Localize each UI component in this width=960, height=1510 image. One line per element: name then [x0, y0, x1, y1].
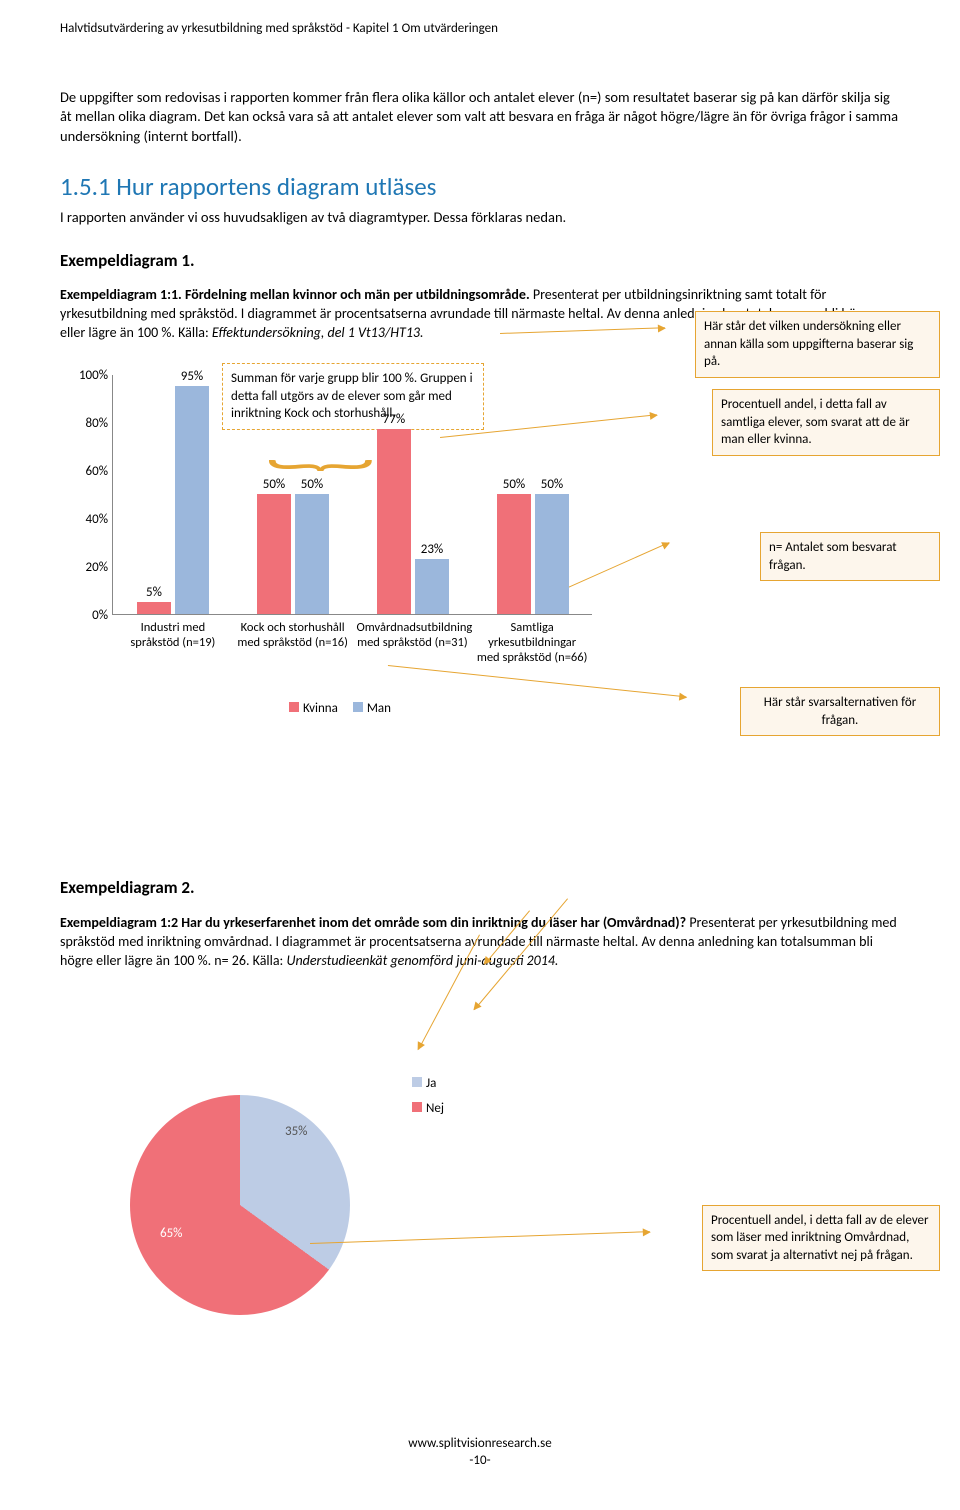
caption-source: Understudieenkät genomförd juni-augusti … [286, 952, 558, 969]
bar-value-label: 50% [257, 476, 291, 494]
bar-value-label: 95% [175, 368, 209, 386]
example1-chart-region: Här står det vilken undersökning eller a… [60, 347, 900, 777]
callout-n: n= Antalet som besvarat frågan. [760, 532, 940, 581]
bar-value-label: 23% [415, 541, 449, 559]
bar: 50% [257, 494, 291, 614]
bar-value-label: 77% [377, 411, 411, 429]
example2-title: Exempeldiagram 2. [60, 877, 900, 900]
bar-value-label: 50% [535, 476, 569, 494]
legend-swatch [412, 1077, 422, 1087]
ytick: 60% [64, 462, 108, 480]
section-intro: I rapporten använder vi oss huvudsaklige… [60, 208, 900, 228]
caption-bold: Exempeldiagram 1:1. Fördelning mellan kv… [60, 286, 530, 303]
ytick: 100% [64, 366, 108, 384]
arrow-pie-callout [310, 1231, 650, 1244]
plot-area: Industri med språkstöd (n=19) Kock och s… [112, 375, 592, 615]
legend-swatch [289, 702, 299, 712]
page-footer: www.splitvisionresearch.se -10- [60, 1435, 900, 1470]
bar-value-label: 5% [137, 584, 171, 602]
callout-pie-percent: Procentuell andel, i detta fall av de el… [702, 1205, 940, 1272]
bar: 50% [497, 494, 531, 614]
caption-bold: Exempeldiagram 1:2 Har du yrkeserfarenhe… [60, 914, 686, 931]
bar-legend: Kvinna Man [64, 700, 604, 718]
legend-label: Nej [426, 1101, 444, 1116]
bar-value-label: 50% [295, 476, 329, 494]
footer-page: -10- [469, 1453, 490, 1468]
bar-value-label: 50% [497, 476, 531, 494]
bar: 50% [535, 494, 569, 614]
bar: 77% [377, 429, 411, 614]
xlabel: Omvårdnadsutbildning med språkstöd (n=31… [353, 614, 473, 650]
legend-label: Ja [426, 1076, 436, 1091]
example1-title: Exempeldiagram 1. [60, 250, 900, 273]
xlabel: Samtliga yrkesutbildningar med språkstöd… [472, 614, 592, 665]
pie-wrap: 35% 65% [130, 1095, 350, 1315]
legend-label: Man [367, 701, 391, 716]
pie-slice-label: 65% [160, 1225, 182, 1243]
intro-paragraph: De uppgifter som redovisas i rapporten k… [60, 88, 900, 147]
bar: 5% [137, 602, 171, 614]
xlabel: Kock och storhushåll med språkstöd (n=16… [233, 614, 353, 650]
callout-source: Här står det vilken undersökning eller a… [695, 311, 940, 378]
example2-chart-region: 35% 65% Ja Nej Procentuell andel, i dett… [60, 975, 900, 1375]
footer-url: www.splitvisionresearch.se [408, 1436, 551, 1451]
ytick: 40% [64, 510, 108, 528]
page-header: Halvtidsutvärdering av yrkesutbildning m… [60, 20, 900, 38]
bar-chart: 0% 20% 40% 60% 80% 100% Industri med spr… [64, 347, 604, 687]
ytick: 20% [64, 558, 108, 576]
pie-chart [130, 1095, 350, 1315]
pie-legend: Ja Nej [400, 1075, 444, 1126]
callout-legend: Här står svarsalternativen för frågan. [740, 687, 940, 736]
caption-source: Effektundersökning, del 1 Vt13/HT13. [212, 324, 424, 341]
ytick: 80% [64, 414, 108, 432]
bar: 23% [415, 559, 449, 614]
section-heading: 1.5.1 Hur rapportens diagram utläses [60, 170, 900, 204]
legend-swatch [412, 1102, 422, 1112]
ytick: 0% [64, 606, 108, 624]
legend-swatch [353, 702, 363, 712]
callout-percent: Procentuell andel, i detta fall av samtl… [712, 389, 940, 456]
pie-slice-label: 35% [285, 1123, 307, 1141]
legend-label: Kvinna [303, 701, 338, 716]
bar: 95% [175, 386, 209, 614]
xlabel: Industri med språkstöd (n=19) [113, 614, 233, 650]
bar: 50% [295, 494, 329, 614]
